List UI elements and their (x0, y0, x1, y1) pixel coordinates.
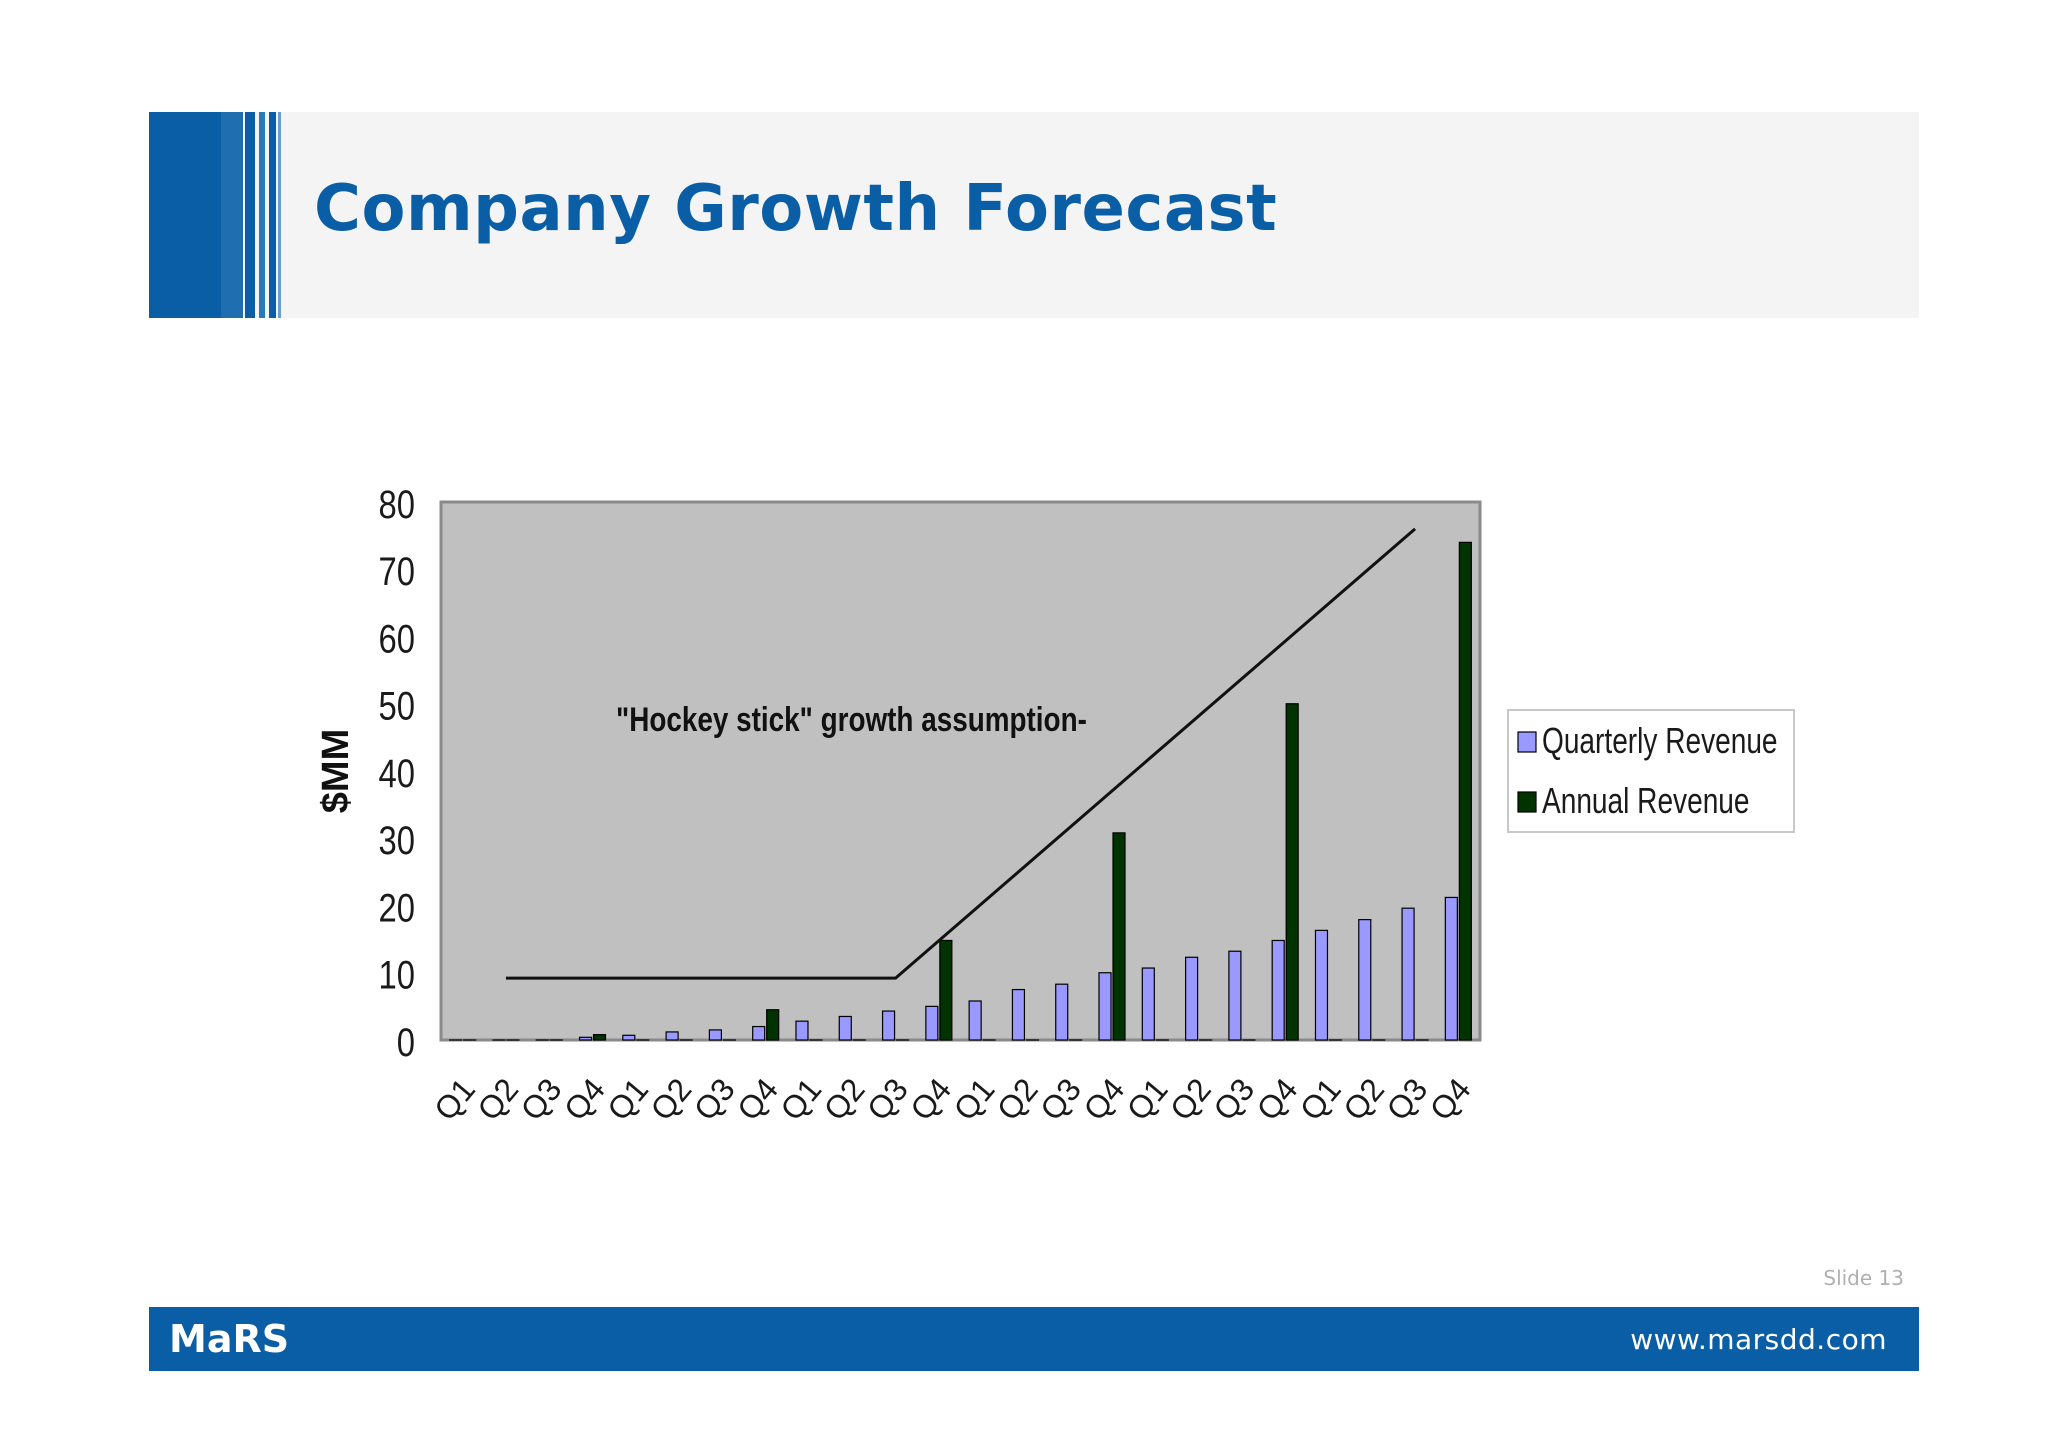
bar-annual-revenue (592, 1034, 607, 1041)
bar-quarterly-revenue (838, 1015, 852, 1041)
bar-quarterly-revenue (1185, 956, 1199, 1041)
bar-quarterly-revenue (1011, 988, 1026, 1041)
slide-number: Slide 13 (1823, 1266, 1904, 1290)
bar-quarterly-revenue (968, 1000, 982, 1041)
bar-annual-revenue (939, 939, 953, 1041)
title-decoration (149, 112, 281, 318)
bar-quarterly-revenue (795, 1020, 809, 1041)
plot-area (439, 500, 1482, 1042)
bar-quarterly-revenue (1228, 950, 1242, 1041)
bar-quarterly-revenue (1271, 939, 1285, 1041)
hockey-stick-trend-line (505, 527, 1417, 980)
bar-annual-revenue (766, 1009, 780, 1041)
x-tick-label: Q4 (1423, 1071, 1478, 1127)
bar-quarterly-revenue (925, 1005, 939, 1041)
bar-quarterly-revenue (752, 1025, 766, 1041)
bar-annual-revenue (1285, 703, 1299, 1041)
bar-quarterly-revenue (578, 1036, 593, 1041)
y-tick-label: 80 (379, 482, 415, 527)
bar-quarterly-revenue (1314, 929, 1329, 1041)
bar-quarterly-revenue (1098, 972, 1112, 1041)
bar-quarterly-revenue (708, 1029, 722, 1041)
y-tick-label: 20 (379, 885, 415, 930)
footer-brand-logo: MaRS (169, 1317, 290, 1361)
legend-swatch (1517, 791, 1537, 813)
y-tick-label: 30 (379, 818, 415, 863)
annotation-text: "Hockey stick" growth assumption- (616, 700, 1087, 738)
footer-bar: MaRS www.marsdd.com (149, 1307, 1919, 1371)
bar-quarterly-revenue (1401, 907, 1415, 1041)
legend-swatch (1517, 731, 1537, 753)
y-axis-label: $MM (315, 729, 357, 813)
legend-box (1507, 709, 1795, 833)
y-tick-label: 60 (379, 616, 415, 661)
bar-quarterly-revenue (1358, 919, 1372, 1041)
y-tick-label: 40 (379, 751, 415, 796)
y-tick-label: 50 (379, 684, 415, 729)
bar-quarterly-revenue (1055, 983, 1069, 1041)
legend-label: Quarterly Revenue (1542, 721, 1778, 761)
bar-annual-revenue (1458, 541, 1472, 1041)
bar-quarterly-revenue (881, 1010, 896, 1041)
title-band: Company Growth Forecast (149, 112, 1919, 318)
bar-quarterly-revenue (1444, 896, 1458, 1041)
bar-quarterly-revenue (665, 1031, 679, 1041)
slide-title: Company Growth Forecast (314, 172, 1278, 246)
y-tick-label: 70 (379, 549, 415, 594)
bar-annual-revenue (1112, 832, 1126, 1041)
bar-quarterly-revenue (1141, 967, 1155, 1041)
growth-chart: 01020304050607080$MMQ1Q2Q3Q4Q1Q2Q3Q4Q1Q2… (315, 482, 1795, 1127)
bar-quarterly-revenue (622, 1034, 636, 1041)
y-tick-label: 0 (397, 1020, 415, 1065)
legend-label: Annual Revenue (1542, 781, 1750, 821)
footer-url[interactable]: www.marsdd.com (1630, 1323, 1887, 1356)
y-tick-label: 10 (379, 953, 415, 998)
